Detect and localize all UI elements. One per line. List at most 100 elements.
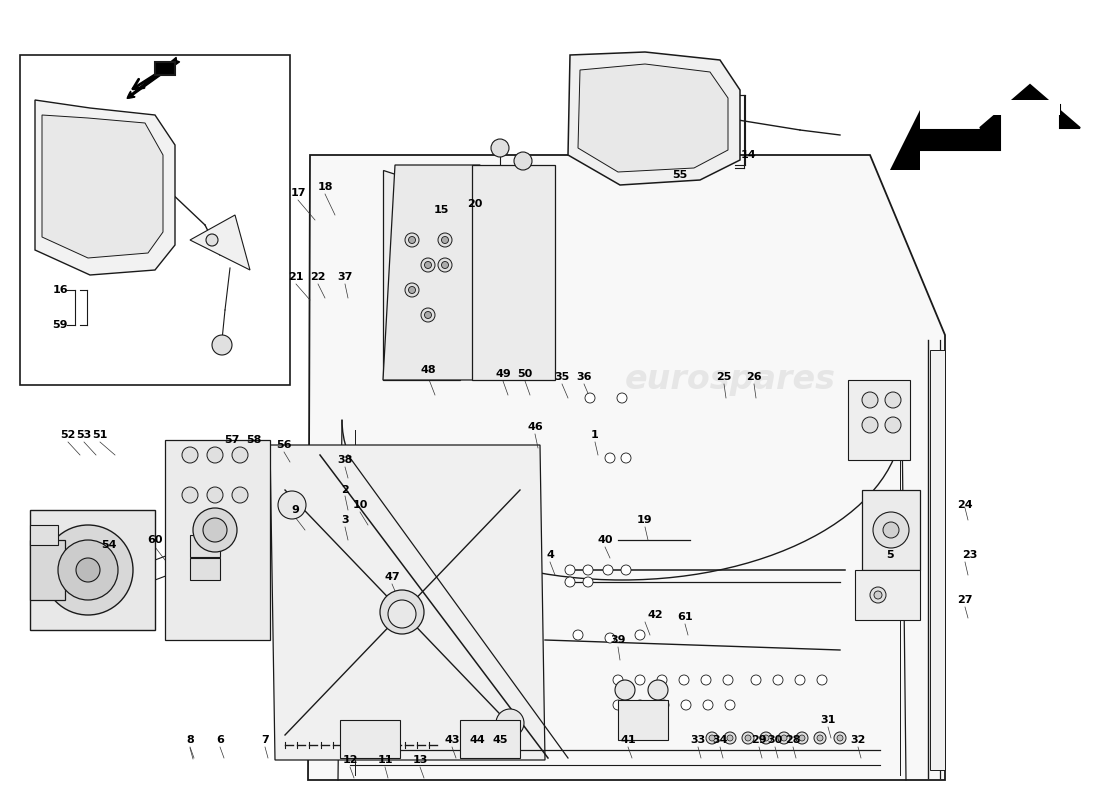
Text: 9: 9 — [292, 505, 299, 515]
Bar — [30, 540, 65, 600]
Circle shape — [795, 675, 805, 685]
Circle shape — [615, 680, 635, 700]
Text: 28: 28 — [785, 735, 801, 745]
Circle shape — [724, 732, 736, 744]
Circle shape — [36, 531, 44, 539]
Circle shape — [613, 700, 623, 710]
Circle shape — [635, 700, 645, 710]
Circle shape — [706, 732, 718, 744]
Polygon shape — [855, 570, 920, 620]
Circle shape — [421, 308, 434, 322]
Circle shape — [232, 447, 248, 463]
Circle shape — [799, 735, 805, 741]
Polygon shape — [308, 155, 945, 780]
Circle shape — [76, 558, 100, 582]
Text: 18: 18 — [317, 182, 332, 192]
Circle shape — [491, 139, 509, 157]
Circle shape — [208, 565, 216, 573]
Polygon shape — [383, 170, 460, 380]
Text: 29: 29 — [751, 735, 767, 745]
Text: 22: 22 — [310, 272, 326, 282]
Text: 17: 17 — [290, 188, 306, 198]
Circle shape — [837, 735, 843, 741]
Circle shape — [207, 447, 223, 463]
Circle shape — [617, 393, 627, 403]
Circle shape — [182, 447, 198, 463]
Text: 46: 46 — [527, 422, 543, 432]
Circle shape — [379, 590, 424, 634]
Text: 45: 45 — [493, 735, 508, 745]
Circle shape — [796, 732, 808, 744]
Circle shape — [742, 732, 754, 744]
Polygon shape — [155, 62, 175, 75]
Circle shape — [278, 491, 306, 519]
Text: 20: 20 — [468, 199, 483, 209]
Circle shape — [573, 630, 583, 640]
Polygon shape — [920, 130, 1000, 150]
Circle shape — [886, 417, 901, 433]
Text: 21: 21 — [288, 272, 304, 282]
Bar — [930, 350, 945, 770]
Text: 6: 6 — [216, 735, 224, 745]
Bar — [190, 558, 220, 580]
Circle shape — [814, 732, 826, 744]
Circle shape — [585, 393, 595, 403]
Text: 60: 60 — [147, 535, 163, 545]
Text: 35: 35 — [554, 372, 570, 382]
Polygon shape — [472, 165, 556, 380]
Text: 39: 39 — [610, 635, 626, 645]
Polygon shape — [890, 110, 920, 170]
Circle shape — [657, 675, 667, 685]
Polygon shape — [980, 85, 1080, 128]
Text: 27: 27 — [957, 595, 972, 605]
Text: 55: 55 — [672, 170, 688, 180]
Text: 40: 40 — [597, 535, 613, 545]
Text: 3: 3 — [341, 515, 349, 525]
Text: 56: 56 — [276, 440, 292, 450]
Text: 52: 52 — [60, 430, 76, 440]
Text: 24: 24 — [957, 500, 972, 510]
Polygon shape — [35, 100, 175, 275]
Bar — [30, 525, 58, 545]
Text: 23: 23 — [962, 550, 978, 560]
Circle shape — [870, 587, 886, 603]
Polygon shape — [940, 100, 1060, 115]
Circle shape — [635, 630, 645, 640]
Circle shape — [583, 577, 593, 587]
Circle shape — [635, 675, 645, 685]
Text: 34: 34 — [713, 735, 728, 745]
Text: 61: 61 — [678, 612, 693, 622]
Circle shape — [862, 417, 878, 433]
Circle shape — [421, 258, 434, 272]
Text: 30: 30 — [768, 735, 782, 745]
Circle shape — [886, 392, 901, 408]
Text: 31: 31 — [821, 715, 836, 725]
Text: 51: 51 — [92, 430, 108, 440]
Circle shape — [196, 565, 204, 573]
Text: 32: 32 — [850, 735, 866, 745]
Circle shape — [817, 675, 827, 685]
Polygon shape — [30, 510, 155, 630]
Circle shape — [681, 700, 691, 710]
Circle shape — [874, 591, 882, 599]
Circle shape — [723, 675, 733, 685]
Circle shape — [48, 531, 56, 539]
Text: 33: 33 — [691, 735, 705, 745]
Text: 44: 44 — [469, 735, 485, 745]
Text: 59: 59 — [53, 320, 68, 330]
Polygon shape — [862, 490, 920, 570]
Polygon shape — [460, 720, 520, 758]
Polygon shape — [190, 215, 250, 270]
Text: 47: 47 — [384, 572, 399, 582]
Text: 4: 4 — [546, 550, 554, 560]
Text: 43: 43 — [444, 735, 460, 745]
Text: 37: 37 — [338, 272, 353, 282]
Circle shape — [204, 518, 227, 542]
Text: 8: 8 — [186, 735, 194, 745]
Circle shape — [212, 335, 232, 355]
Polygon shape — [568, 52, 740, 185]
Text: 26: 26 — [746, 372, 762, 382]
Text: 50: 50 — [517, 369, 532, 379]
Text: 38: 38 — [338, 455, 353, 465]
Circle shape — [745, 735, 751, 741]
